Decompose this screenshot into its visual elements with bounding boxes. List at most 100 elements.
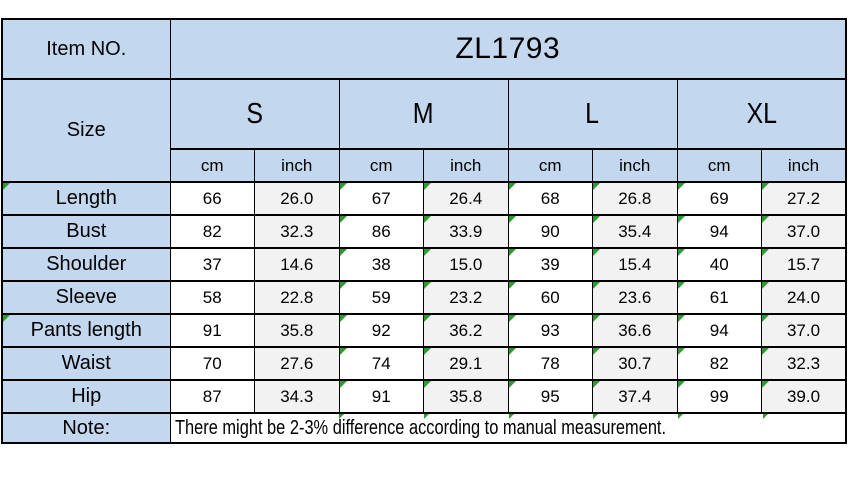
value-cell: 14.6 xyxy=(254,247,340,282)
error-flag-icon xyxy=(508,414,514,419)
value-cell: 91 xyxy=(338,379,424,414)
value-cell: 24.0 xyxy=(761,280,847,315)
value-cell: 37.0 xyxy=(761,313,847,348)
row-label-pants-length: Pants length xyxy=(1,313,171,348)
value-cell: 78 xyxy=(507,346,593,381)
value-cell: 23.6 xyxy=(592,280,678,315)
value-cell: 33.9 xyxy=(423,214,509,249)
value-cell: 86 xyxy=(338,214,424,249)
value-cell: 68 xyxy=(507,181,593,216)
error-flag-icon xyxy=(592,414,598,419)
value-cell: 32.3 xyxy=(254,214,340,249)
value-cell: 38 xyxy=(338,247,424,282)
value-cell: 37.0 xyxy=(761,214,847,249)
value-cell: 26.4 xyxy=(423,181,509,216)
value-cell: 60 xyxy=(507,280,593,315)
unit-header: inch xyxy=(592,148,678,183)
table-row: Waist 70 27.6 74 29.1 78 30.7 82 32.3 xyxy=(1,346,847,381)
value-cell: 95 xyxy=(507,379,593,414)
row-label-shoulder: Shoulder xyxy=(1,247,171,282)
size-header-s: S xyxy=(169,78,340,150)
error-flag-icon xyxy=(338,414,344,419)
size-header-l: L xyxy=(507,78,678,150)
value-cell: 40 xyxy=(676,247,762,282)
value-cell: 37 xyxy=(169,247,255,282)
row-label-bust: Bust xyxy=(1,214,171,249)
value-cell: 35.4 xyxy=(592,214,678,249)
value-cell: 32.3 xyxy=(761,346,847,381)
item-no-value: ZL1793 xyxy=(169,18,847,80)
value-cell: 82 xyxy=(676,346,762,381)
row-label-waist: Waist xyxy=(1,346,171,381)
value-cell: 74 xyxy=(338,346,424,381)
value-cell: 67 xyxy=(338,181,424,216)
value-cell: 15.4 xyxy=(592,247,678,282)
value-cell: 37.4 xyxy=(592,379,678,414)
value-cell: 36.2 xyxy=(423,313,509,348)
value-cell: 90 xyxy=(507,214,593,249)
error-flag-icon xyxy=(423,414,429,419)
unit-header: cm xyxy=(169,148,255,183)
value-cell: 36.6 xyxy=(592,313,678,348)
value-cell: 66 xyxy=(169,181,255,216)
value-cell: 94 xyxy=(676,214,762,249)
value-cell: 35.8 xyxy=(254,313,340,348)
value-cell: 93 xyxy=(507,313,593,348)
row-label-hip: Hip xyxy=(1,379,171,414)
value-cell: 69 xyxy=(676,181,762,216)
value-cell: 26.8 xyxy=(592,181,678,216)
error-flag-icon xyxy=(762,414,768,419)
item-no-label: Item NO. xyxy=(1,18,171,80)
row-label-length: Length xyxy=(1,181,171,216)
value-cell: 70 xyxy=(169,346,255,381)
note-label: Note: xyxy=(1,412,171,444)
size-chart-table: Item NO. ZL1793 Size S M L XL cm inch cm… xyxy=(1,18,847,444)
value-cell: 61 xyxy=(676,280,762,315)
value-cell: 58 xyxy=(169,280,255,315)
value-cell: 59 xyxy=(338,280,424,315)
note-text: There might be 2-3% difference according… xyxy=(174,416,666,439)
value-cell: 26.0 xyxy=(254,181,340,216)
unit-header: inch xyxy=(761,148,847,183)
table-row: Item NO. ZL1793 xyxy=(1,18,847,80)
table-row: Size S M L XL xyxy=(1,78,847,183)
value-cell: 82 xyxy=(169,214,255,249)
unit-header: cm xyxy=(676,148,762,183)
table-row: Shoulder 37 14.6 38 15.0 39 15.4 40 15.7 xyxy=(1,247,847,282)
table-row: Hip 87 34.3 91 35.8 95 37.4 99 39.0 xyxy=(1,379,847,414)
size-header-label: S xyxy=(246,97,263,130)
value-cell: 22.8 xyxy=(254,280,340,315)
unit-header: cm xyxy=(507,148,593,183)
table-row: cm inch cm inch cm inch cm inch xyxy=(2,148,847,183)
value-cell: 29.1 xyxy=(423,346,509,381)
size-header-label: M xyxy=(413,97,434,130)
value-cell: 23.2 xyxy=(423,280,509,315)
value-cell: 92 xyxy=(338,313,424,348)
size-header-m: M xyxy=(338,78,509,150)
table-row: Note: There might be 2-3% difference acc… xyxy=(1,412,847,444)
note-text-cell: There might be 2-3% difference according… xyxy=(169,412,847,444)
error-flag-icon xyxy=(677,414,683,419)
unit-header: inch xyxy=(423,148,509,183)
value-cell: 35.8 xyxy=(423,379,509,414)
table-row: Bust 82 32.3 86 33.9 90 35.4 94 37.0 xyxy=(1,214,847,249)
table-row: Pants length 91 35.8 92 36.2 93 36.6 94 … xyxy=(1,313,847,348)
table-row: Sleeve 58 22.8 59 23.2 60 23.6 61 24.0 xyxy=(1,280,847,315)
value-cell: 34.3 xyxy=(254,379,340,414)
value-cell: 27.2 xyxy=(761,181,847,216)
value-cell: 15.0 xyxy=(423,247,509,282)
table-row: Length 66 26.0 67 26.4 68 26.8 69 27.2 xyxy=(1,181,847,216)
value-cell: 27.6 xyxy=(254,346,340,381)
unit-header: inch xyxy=(254,148,340,183)
row-label-sleeve: Sleeve xyxy=(1,280,171,315)
value-cell: 99 xyxy=(676,379,762,414)
value-cell: 39 xyxy=(507,247,593,282)
value-cell: 87 xyxy=(169,379,255,414)
value-cell: 15.7 xyxy=(761,247,847,282)
value-cell: 91 xyxy=(169,313,255,348)
size-header-xl: XL xyxy=(676,78,847,150)
value-cell: 94 xyxy=(676,313,762,348)
value-cell: 39.0 xyxy=(761,379,847,414)
size-header-label: XL xyxy=(745,97,777,130)
size-header-label: L xyxy=(585,97,600,130)
